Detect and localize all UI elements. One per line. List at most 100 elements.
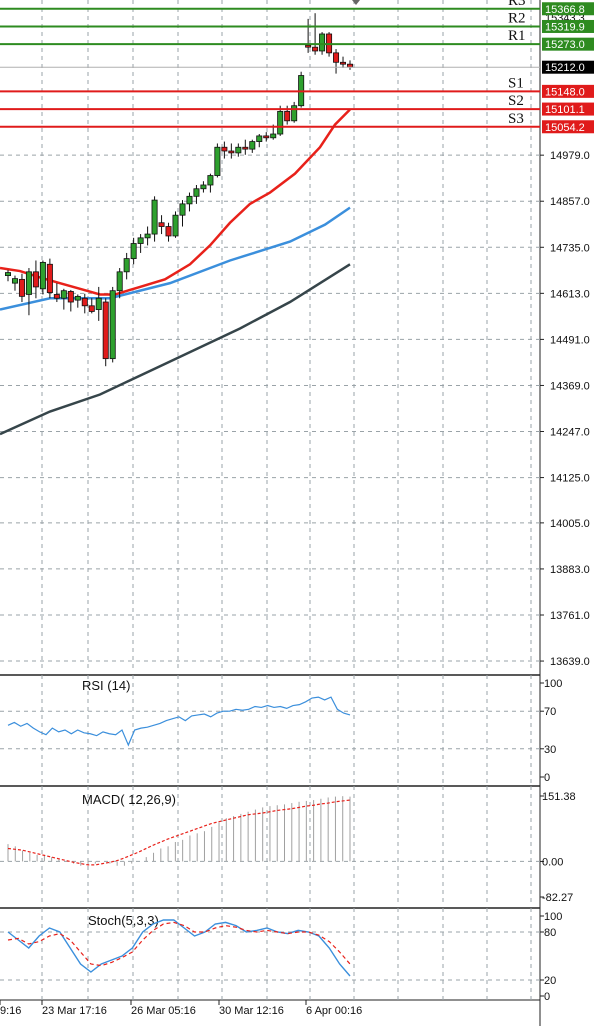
candle-body-up [256,135,263,142]
candle-body-up [11,278,18,284]
stoch-title: Stoch(5,3,3) [88,913,159,928]
pivot-name-r2: R2 [508,10,526,26]
candle-body-down [228,150,235,154]
candle [130,237,137,265]
pivot-badge-label: 15054.2 [545,122,585,134]
pivot-name-s3: S3 [508,111,524,127]
candle [116,268,123,299]
axes: 14979.0 14857.0 14735.0 14613.0 14491.0 14369… [0,0,590,1017]
candle [277,105,284,136]
candle-body-down [242,146,249,150]
price-tick-label: 14247.0 [550,427,590,439]
candle-body-down [340,61,347,65]
candle [109,286,116,363]
pivot-badge-bg [542,84,594,98]
candle-body-down [284,110,291,122]
candle [25,268,32,316]
candle [123,252,130,280]
candle-body-up [130,243,137,260]
price-series [5,13,353,367]
current-price-badge-bg [542,60,594,74]
price-tick-label: 14369.0 [550,380,590,392]
candle [179,200,186,227]
candle [340,56,347,68]
time-tick-label: 30 Mar 12:16 [219,1005,284,1017]
pivot-badge-bg [542,2,594,16]
candle-body-up [249,141,256,150]
candle-body-up [179,203,186,216]
candle [18,273,25,303]
scroll-marker-icon [352,0,360,5]
candle-body-up [144,233,151,239]
candle [221,141,228,159]
candle-body-up [291,105,298,122]
current-price-label: 15212.0 [545,62,585,74]
price-tick-label: 14613.0 [550,288,590,300]
candle-body-up [270,133,277,139]
candle-body-down [305,44,312,48]
candle-body-down [18,278,25,297]
pivot-badge-bg [542,120,594,134]
candle [165,222,172,242]
pivot-name-r3: R3 [508,0,526,9]
candle-body-up [109,290,116,360]
candle-body-up [235,146,242,154]
candle [305,18,312,53]
candle-body-up [116,271,123,292]
candle-body-down [221,146,228,152]
candle [53,283,60,303]
macd-tick-label: 0.00 [542,856,563,868]
candle [228,143,235,159]
candle [333,49,340,74]
macd-signal-line [7,799,351,866]
candle-body-down [165,226,172,237]
pivot-badge-s2: 15101.1 [542,102,594,116]
candle [200,181,207,193]
candle [46,258,53,299]
stoch-tick-label: 100 [544,911,562,923]
pivot-name-s1: S1 [508,75,524,91]
candle [242,139,249,155]
rsi-line [7,696,351,747]
candle-body-up [137,237,144,244]
rsi-tick-label: 100 [544,678,562,690]
candle [249,139,256,153]
time-tick-label: 26 Mar 05:16 [131,1005,196,1017]
candle-body-down [67,291,74,303]
candle-body-up [172,214,179,237]
candle [214,143,221,178]
macd-tick-label: -82.27 [542,892,573,904]
candle [81,293,88,314]
candle [67,289,74,312]
candle-body-down [88,305,95,312]
candle-body-down [263,135,270,139]
price-tick-label: 14857.0 [550,196,590,208]
pivot-badge-label: 15366.8 [545,4,585,16]
candle [144,226,151,246]
candle-body-up [151,199,158,235]
candle-body-up [5,272,11,276]
candle [5,269,11,282]
candle [11,275,18,291]
candle [88,298,95,314]
rsi-tick-label: 0 [544,772,550,784]
candle-body-up [319,33,326,52]
macd-tick-label: 151.38 [542,791,576,803]
candle-body-up [200,184,207,190]
candle [60,288,67,310]
candle-body-up [214,146,221,176]
candle [346,60,353,70]
candle [256,134,263,148]
pivot-badge-label: 15101.1 [545,104,585,116]
candle [39,260,46,295]
pivot-name-r1: R1 [508,28,526,44]
candle [151,196,158,242]
candle [172,211,179,238]
pivot-badge-bg [542,102,594,116]
pivot-badge-bg [542,37,594,51]
candle-body-up [123,258,130,273]
candle [102,298,109,367]
price-tick-label: 13639.0 [550,656,590,668]
pivot-levels: 15212.015343.3R315366.8R215319.9R115273.… [0,0,594,134]
